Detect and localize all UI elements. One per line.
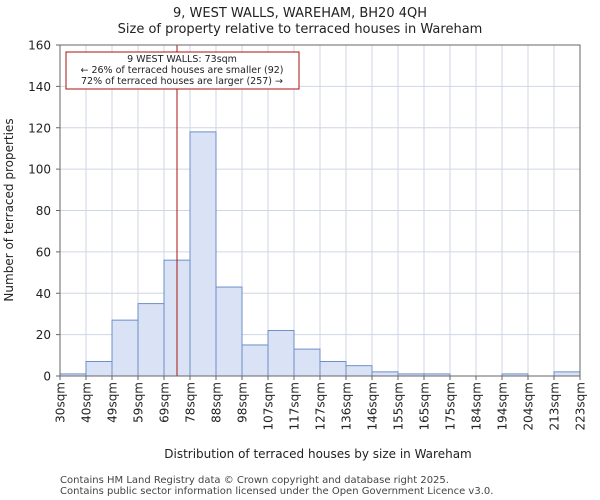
- bar: [345, 365, 373, 377]
- x-tick-label: 223sqm: [574, 382, 588, 430]
- x-tick-label: 165sqm: [418, 382, 432, 430]
- y-tick-label: 20: [36, 328, 51, 342]
- x-axis-ticks: 30sqm 40sqm 49sqm 59sqm 69sqm 78sqm 88sqm 98sqm…: [54, 376, 588, 430]
- bar: [215, 286, 243, 377]
- bar: [553, 371, 581, 377]
- x-tick-label: 88sqm: [210, 382, 224, 423]
- x-tick-label: 49sqm: [106, 382, 120, 423]
- x-tick-label: 194sqm: [496, 382, 510, 430]
- x-tick-label: 30sqm: [54, 382, 68, 423]
- chart-title: 9, WEST WALLS, WAREHAM, BH20 4QH: [173, 6, 427, 21]
- y-tick-label: 80: [36, 204, 51, 218]
- footer-licence: Contains public sector information licen…: [60, 486, 494, 497]
- x-tick-label: 127sqm: [314, 382, 328, 430]
- y-tick-label: 60: [36, 245, 51, 259]
- bar: [189, 131, 217, 377]
- x-tick-label: 98sqm: [236, 382, 250, 423]
- x-tick-label: 40sqm: [80, 382, 94, 423]
- bar: [371, 371, 399, 377]
- bar: [241, 344, 269, 377]
- y-axis-ticks: 0 20 40 60 80 100 120 140 160: [28, 39, 60, 384]
- bar: [267, 329, 295, 377]
- x-axis-label: Distribution of terraced houses by size …: [164, 447, 472, 461]
- x-tick-label: 136sqm: [340, 382, 354, 430]
- x-tick-label: 213sqm: [548, 382, 562, 430]
- annotation-box: 9 WEST WALLS: 73sqm ← 26% of terraced ho…: [65, 51, 300, 90]
- y-axis-label: Number of terraced properties: [2, 118, 16, 301]
- x-tick-label: 155sqm: [392, 382, 406, 430]
- bar: [137, 303, 165, 377]
- x-tick-label: 204sqm: [522, 382, 536, 430]
- chart-subtitle: Size of property relative to terraced ho…: [118, 22, 483, 37]
- bar: [293, 348, 321, 377]
- x-tick-label: 78sqm: [184, 382, 198, 423]
- bar: [111, 319, 139, 377]
- x-tick-label: 107sqm: [262, 382, 276, 430]
- x-tick-label: 146sqm: [366, 382, 380, 430]
- y-tick-label: 0: [43, 370, 51, 384]
- y-tick-label: 120: [28, 121, 51, 135]
- y-tick-label: 100: [28, 163, 51, 177]
- annotation-line-2: ← 26% of terraced houses are smaller (92…: [80, 65, 283, 76]
- y-tick-label: 140: [28, 80, 51, 94]
- x-tick-label: 184sqm: [470, 382, 484, 430]
- y-tick-label: 40: [36, 287, 51, 301]
- y-tick-label: 160: [28, 39, 51, 53]
- bar: [319, 361, 347, 377]
- annotation-frame: [65, 51, 300, 90]
- bar: [85, 361, 113, 377]
- x-tick-label: 175sqm: [444, 382, 458, 430]
- x-tick-label: 59sqm: [132, 382, 146, 423]
- annotation-line-1: 9 WEST WALLS: 73sqm: [127, 54, 237, 65]
- x-tick-label: 117sqm: [288, 382, 302, 430]
- footer-copyright: Contains HM Land Registry data © Crown c…: [60, 475, 449, 486]
- annotation-line-3: 72% of terraced houses are larger (257) …: [81, 76, 283, 87]
- x-tick-label: 69sqm: [158, 382, 172, 423]
